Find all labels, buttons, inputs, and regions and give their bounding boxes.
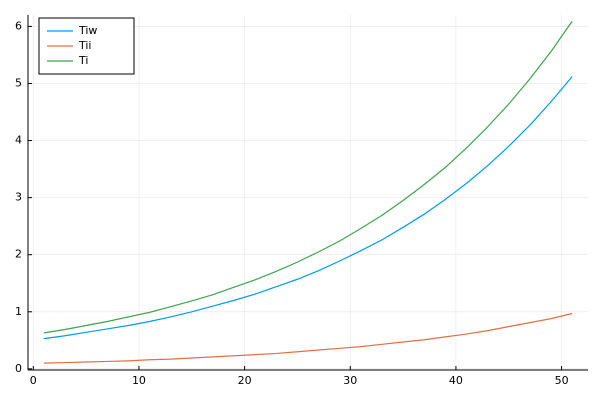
x-tick-label: 20 bbox=[238, 374, 252, 387]
line bbox=[43, 312, 573, 364]
y-tick-label: 0 bbox=[15, 362, 22, 375]
line bbox=[43, 76, 573, 340]
y-tick-label: 3 bbox=[15, 191, 22, 204]
legend-label: Ti bbox=[78, 54, 88, 67]
x-tick-label: 30 bbox=[343, 374, 357, 387]
x-tick-label: 40 bbox=[449, 374, 463, 387]
legend-label: Tii bbox=[78, 39, 92, 52]
y-tick-label: 1 bbox=[15, 305, 22, 318]
y-tick-label: 4 bbox=[15, 134, 22, 147]
y-tick-label: 6 bbox=[15, 19, 22, 32]
y-tick-label: 2 bbox=[15, 248, 22, 261]
y-tick-label: 5 bbox=[15, 76, 22, 89]
x-tick-label: 0 bbox=[30, 374, 37, 387]
line bbox=[43, 20, 573, 334]
x-tick-label: 10 bbox=[132, 374, 146, 387]
legend-label: Tiw bbox=[78, 24, 97, 37]
x-tick-label: 50 bbox=[555, 374, 569, 387]
